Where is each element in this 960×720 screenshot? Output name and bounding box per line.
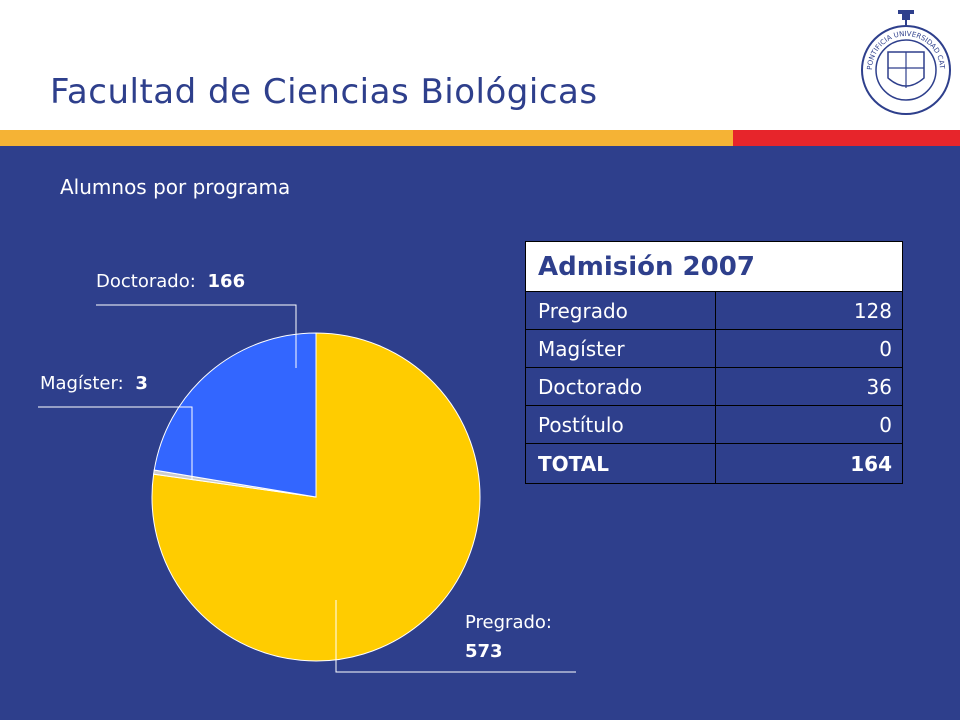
row-label: Doctorado — [525, 367, 716, 406]
row-label: Magíster — [525, 329, 716, 368]
header-stripe — [0, 130, 960, 146]
table-row: Magíster 0 — [525, 329, 903, 368]
total-label: TOTAL — [525, 443, 716, 484]
row-label: Postítulo — [525, 405, 716, 444]
table-total-row: TOTAL 164 — [525, 443, 903, 484]
university-crest-icon: PONTIFICIA UNIVERSIDAD CATOLICA DE CHILE — [858, 6, 951, 115]
leader-line-pregrado — [335, 600, 576, 673]
label-magister-value: 3 — [135, 373, 148, 394]
admission-table: Admisión 2007 Pregrado 128 Magíster 0 Do… — [525, 241, 903, 484]
label-doctorado-value: 166 — [208, 271, 246, 292]
row-value: 128 — [715, 291, 903, 330]
slide-header: Facultad de Ciencias Biológicas PONTIFIC… — [0, 0, 960, 130]
table-row: Doctorado 36 — [525, 367, 903, 406]
total-value: 164 — [715, 443, 903, 484]
stripe-red — [733, 130, 960, 146]
pie-label-doctorado: Doctorado: 166 — [96, 271, 245, 292]
leader-line-magister — [38, 406, 193, 480]
pie-chart: Doctorado: 166 Magíster: 3 Pregrado: 573 — [38, 271, 576, 673]
table-header: Admisión 2007 — [525, 241, 903, 292]
pie-label-pregrado-value: 573 — [465, 641, 503, 662]
label-magister-name: Magíster: — [40, 373, 124, 394]
table-row: Pregrado 128 — [525, 291, 903, 330]
pie-slice-pregrado — [151, 332, 481, 662]
pie-label-magister: Magíster: 3 — [40, 373, 148, 394]
stripe-orange — [0, 130, 733, 146]
row-value: 0 — [715, 405, 903, 444]
label-doctorado-name: Doctorado: — [96, 271, 196, 292]
row-label: Pregrado — [525, 291, 716, 330]
pie-slice-doctorado — [153, 332, 317, 498]
row-value: 36 — [715, 367, 903, 406]
pie-slices — [151, 332, 481, 662]
pie-label-pregrado-name: Pregrado: — [465, 612, 552, 633]
chart-subtitle: Alumnos por programa — [60, 175, 291, 199]
slide-title: Facultad de Ciencias Biológicas — [50, 72, 598, 112]
table-row: Postítulo 0 — [525, 405, 903, 444]
leader-line-doctorado — [96, 304, 297, 368]
leader-lines — [38, 304, 576, 673]
row-value: 0 — [715, 329, 903, 368]
